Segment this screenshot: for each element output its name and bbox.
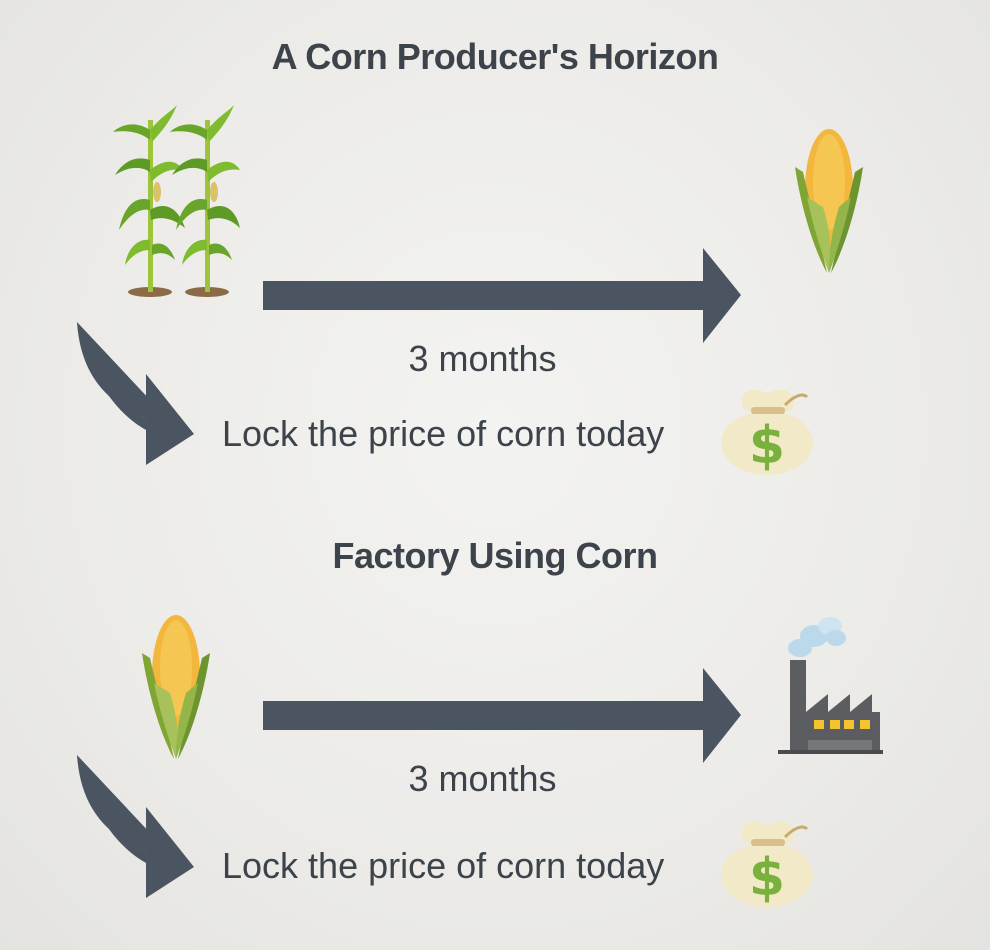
corn-cob-icon bbox=[795, 129, 863, 273]
money-bag-icon: $ bbox=[721, 389, 813, 476]
duration-label: 3 months bbox=[408, 338, 557, 379]
factory-icon bbox=[778, 617, 883, 754]
hedge-label: Lock the price of corn today bbox=[222, 413, 665, 454]
corn-plant-icon bbox=[113, 105, 240, 297]
svg-text:$: $ bbox=[749, 416, 785, 476]
timeline-arrow bbox=[263, 668, 741, 763]
section-2-title: Factory Using Corn bbox=[332, 535, 658, 576]
hedge-label: Lock the price of corn today bbox=[222, 845, 665, 886]
curved-arrow bbox=[77, 322, 194, 465]
timeline-arrow bbox=[263, 248, 741, 343]
money-bag-icon: $ bbox=[721, 821, 813, 908]
duration-label: 3 months bbox=[408, 758, 557, 799]
section-1-title: A Corn Producer's Horizon bbox=[271, 36, 719, 77]
curved-arrow bbox=[77, 755, 194, 898]
corn-cob-icon bbox=[142, 615, 210, 759]
svg-text:$: $ bbox=[749, 848, 785, 908]
